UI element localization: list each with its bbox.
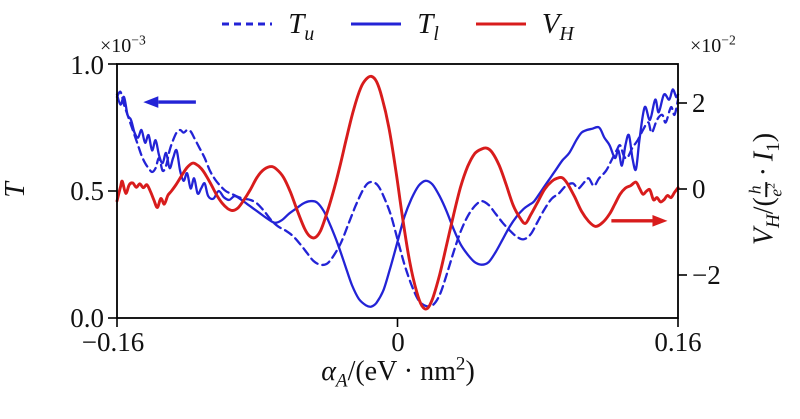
x-tick-0: 0 <box>391 327 405 357</box>
left-tick-1.0: 1.0 <box>70 50 104 80</box>
legend-line-solid-red-icon <box>475 22 526 26</box>
legend-label-tu: Tu <box>288 7 315 45</box>
legend-item-tl: Tl <box>350 7 439 45</box>
x-tick-0.16: 0.16 <box>654 327 702 357</box>
left-tick-0.5: 0.5 <box>70 176 104 206</box>
series-T_u <box>115 90 680 308</box>
legend-line-solid-blue-icon <box>351 22 402 26</box>
x-tick-neg0.16: −0.16 <box>81 327 145 357</box>
left-axis-arrow-icon <box>143 96 159 108</box>
legend-item-tu: Tu <box>221 7 315 45</box>
legend-line-dashed-icon <box>222 22 273 26</box>
right-tick-0: 0 <box>692 174 706 204</box>
right-tick-2: 2 <box>692 88 706 118</box>
legend-label-tl: Tl <box>417 7 439 45</box>
series-T_l <box>115 88 680 308</box>
right-tick-neg2: −2 <box>692 260 721 290</box>
right-axis-exponent: ×10−2 <box>690 32 736 57</box>
left-axis-exponent: ×10−3 <box>100 32 146 57</box>
left-tick-0.0: 0.0 <box>70 303 104 333</box>
legend-item-vh: VH <box>475 7 574 45</box>
legend-label-vh: VH <box>541 7 574 45</box>
x-axis-label: αA/(eV · nm2) <box>321 353 475 392</box>
right-axis-arrow-icon <box>652 215 668 227</box>
legend: Tu Tl VH <box>117 0 678 48</box>
series-V_H <box>115 74 680 311</box>
